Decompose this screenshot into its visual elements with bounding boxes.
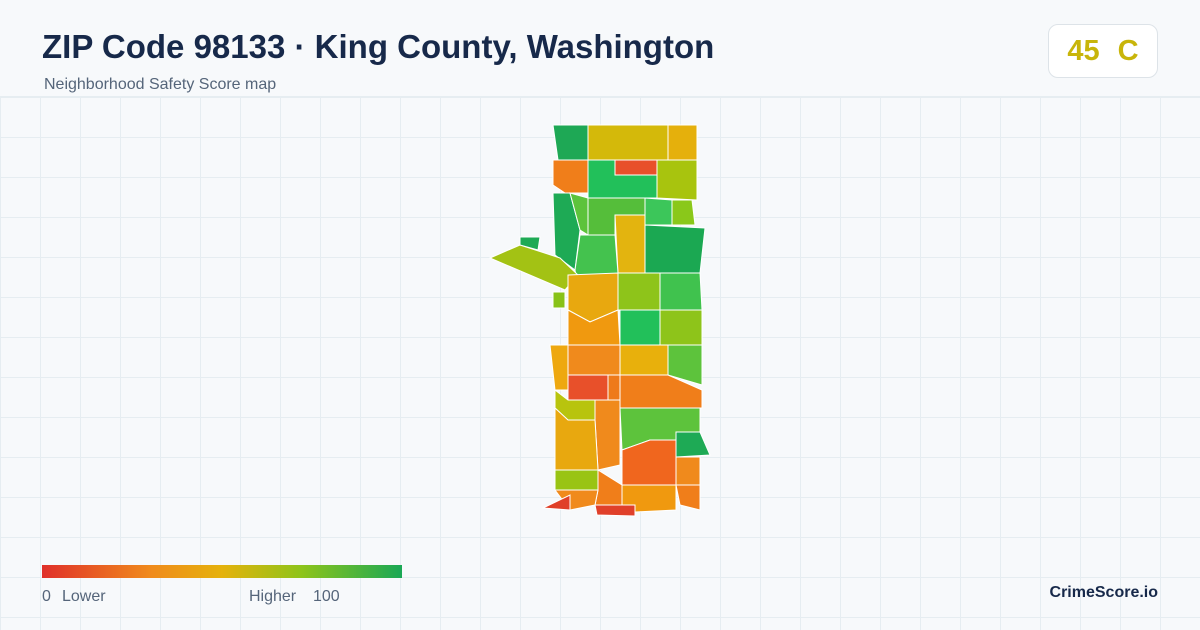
map-area — [614, 159, 658, 176]
map-area — [619, 344, 669, 376]
map-area — [567, 344, 621, 376]
title: ZIP Code 98133 · King County, Washington — [42, 28, 715, 65]
map-area — [659, 272, 703, 311]
map-area — [656, 159, 698, 201]
map-area — [607, 374, 621, 401]
map-area — [671, 199, 696, 226]
map-area — [619, 309, 661, 346]
map-area — [667, 344, 703, 386]
map-area — [594, 504, 636, 517]
map-area — [675, 484, 701, 511]
score-badge: 45 C — [1048, 24, 1158, 78]
legend-min-label: Lower — [62, 588, 106, 605]
map-area — [554, 406, 599, 471]
legend-max: 100 — [313, 588, 340, 605]
map-area — [541, 494, 571, 511]
map-area — [594, 469, 623, 506]
map-area — [552, 291, 566, 309]
score-grade: C — [1117, 34, 1139, 67]
map-area — [667, 124, 698, 161]
map-area — [617, 272, 661, 311]
map-area — [675, 431, 711, 458]
map-area — [567, 309, 621, 346]
map-area — [621, 439, 677, 486]
brand: CrimeScore.io — [1049, 584, 1158, 601]
map-area — [675, 456, 701, 486]
map-area — [519, 236, 541, 251]
map-area — [567, 374, 609, 401]
legend-min: 0 — [42, 588, 51, 605]
map-area — [554, 469, 599, 491]
map-area — [659, 309, 703, 346]
map-area — [644, 224, 706, 274]
map-area — [552, 159, 589, 194]
legend-max-label: Higher — [249, 588, 297, 605]
map-area — [594, 399, 621, 471]
map-area — [488, 244, 579, 291]
subtitle: Neighborhood Safety Score map — [44, 76, 277, 93]
map-area — [644, 197, 673, 226]
map-area — [614, 214, 646, 274]
map-area — [549, 344, 569, 391]
map-area — [552, 124, 589, 161]
legend-gradient — [42, 565, 402, 578]
header — [0, 0, 1200, 97]
map-area — [587, 124, 669, 161]
score-value: 45 — [1067, 34, 1100, 67]
